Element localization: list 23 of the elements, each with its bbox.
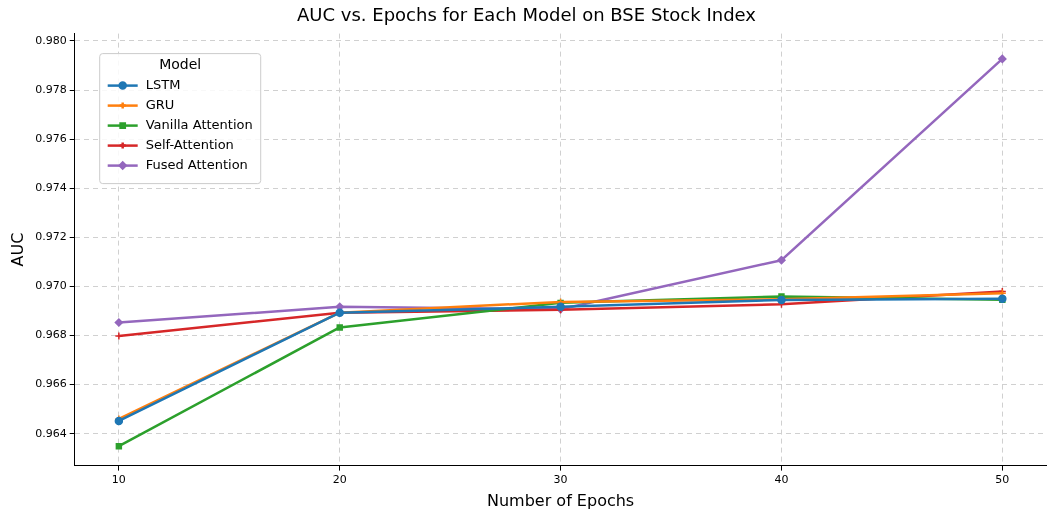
legend-label: LSTM bbox=[145, 76, 181, 92]
chart-title: AUC vs. Epochs for Each Model on BSE Stock Index bbox=[297, 4, 757, 26]
legend-label: GRU bbox=[145, 96, 175, 112]
y-tick-label: 0.978 bbox=[35, 82, 67, 96]
legend-label: Self-Attention bbox=[145, 136, 234, 152]
y-tick-label: 0.976 bbox=[35, 132, 67, 145]
y-tick-label: 0.966 bbox=[35, 377, 67, 391]
x-tick-label: 20 bbox=[332, 473, 347, 487]
legend-label: Vanilla Attention bbox=[145, 116, 253, 132]
y-tick-label: 0.970 bbox=[35, 279, 67, 293]
x-tick-label: 40 bbox=[774, 473, 789, 487]
x-tick-label: 50 bbox=[995, 473, 1010, 487]
y-tick-label: 0.964 bbox=[35, 426, 67, 440]
legend-title: Model bbox=[159, 56, 202, 73]
y-tick-label: 0.968 bbox=[35, 328, 67, 342]
y-axis-title: AUC bbox=[7, 232, 27, 267]
y-tick-label: 0.974 bbox=[35, 181, 67, 195]
x-tick-label: 10 bbox=[111, 473, 126, 487]
x-axis-title: Number of Epochs bbox=[486, 490, 635, 510]
x-tick-label: 30 bbox=[553, 473, 568, 487]
y-tick-label: 0.972 bbox=[35, 230, 67, 244]
y-tick-label: 0.980 bbox=[35, 33, 67, 47]
legend-label: Fused Attention bbox=[145, 156, 248, 172]
